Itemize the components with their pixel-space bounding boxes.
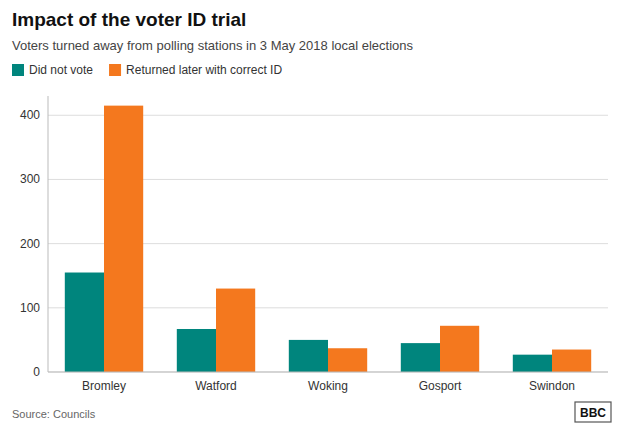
y-tick-label: 0 bbox=[33, 365, 40, 379]
bar bbox=[177, 329, 216, 372]
source-note: Source: Councils bbox=[12, 408, 96, 420]
x-tick-label: Watford bbox=[195, 379, 237, 393]
bar bbox=[65, 273, 104, 372]
bar bbox=[440, 326, 479, 372]
y-tick-label: 400 bbox=[20, 108, 40, 122]
x-tick-label: Swindon bbox=[529, 379, 575, 393]
bars bbox=[65, 106, 591, 372]
chart: Impact of the voter ID trial Voters turne… bbox=[0, 0, 624, 430]
x-tick-label: Bromley bbox=[82, 379, 126, 393]
x-tick-label: Woking bbox=[308, 379, 348, 393]
bar bbox=[104, 106, 143, 372]
logo-box bbox=[575, 402, 611, 422]
x-tick-label: Gosport bbox=[419, 379, 462, 393]
logo-text: BBC bbox=[580, 406, 606, 420]
bar bbox=[289, 340, 328, 372]
legend: Did not vote Returned later with correct … bbox=[12, 63, 282, 77]
legend-swatch bbox=[109, 64, 121, 76]
subtitle: Voters turned away from polling stations… bbox=[12, 38, 414, 53]
legend-label: Did not vote bbox=[29, 63, 93, 77]
bar bbox=[513, 355, 552, 372]
bar bbox=[552, 350, 591, 372]
grid-line bbox=[48, 372, 608, 373]
y-axis-line bbox=[48, 96, 49, 372]
legend-label: Returned later with correct ID bbox=[126, 63, 282, 77]
legend-swatch bbox=[12, 64, 24, 76]
y-tick-label: 100 bbox=[20, 301, 40, 315]
x-axis-line bbox=[48, 372, 608, 373]
logo: BBC bbox=[575, 402, 611, 422]
bar bbox=[401, 343, 440, 372]
bar bbox=[216, 289, 255, 372]
bar bbox=[328, 348, 367, 372]
title: Impact of the voter ID trial bbox=[12, 9, 246, 30]
y-tick-label: 300 bbox=[20, 172, 40, 186]
y-tick-label: 200 bbox=[20, 237, 40, 251]
